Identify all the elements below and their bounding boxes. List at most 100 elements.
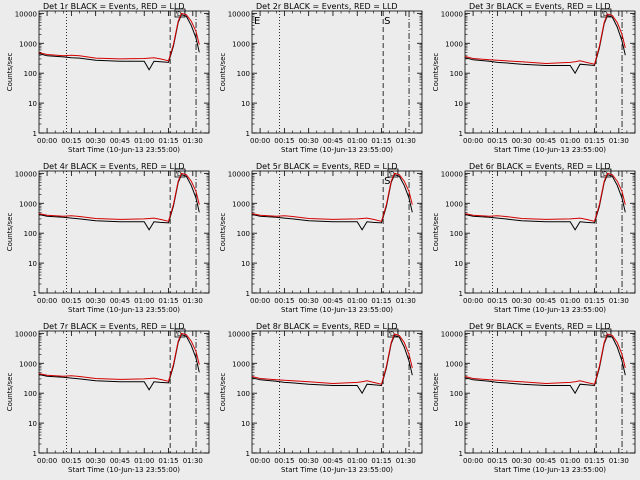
y-tick-label: 100 xyxy=(24,70,37,78)
y-tick-label: 100 xyxy=(450,70,463,78)
x-axis-label: Start Time (10-Jun-13 23:55:00) xyxy=(494,306,606,314)
panel-det-9r: Det 9r BLACK = Events, RED = LLD 1 10 100 10… xyxy=(432,322,636,474)
marker-label-d: D xyxy=(177,331,182,338)
x-tick-label: 01:15 xyxy=(584,137,604,145)
x-tick-label: 00:30 xyxy=(86,457,106,465)
y-tick-label: 1000 xyxy=(232,40,250,48)
plot-frame xyxy=(251,330,423,454)
series-line-events xyxy=(38,174,200,231)
y-tick-label: 100 xyxy=(237,230,250,238)
x-tick-label: 01:00 xyxy=(134,457,154,465)
panel-title: Det 7r BLACK = Events, RED = LLD xyxy=(43,322,185,331)
x-axis-label: Start Time (10-Jun-13 23:55:00) xyxy=(68,466,180,474)
panel-title: Det 4r BLACK = Events, RED = LLD xyxy=(43,162,185,171)
y-tick-label: 10000 xyxy=(228,170,250,178)
series-line-lld xyxy=(38,332,200,382)
x-tick-label: 01:00 xyxy=(560,297,580,305)
panel-det-6r: Det 6r BLACK = Events, RED = LLD 1 10 100 10… xyxy=(432,162,636,314)
marker-label-d: D xyxy=(390,171,395,178)
x-tick-label: 01:00 xyxy=(347,137,367,145)
y-tick-label: 100 xyxy=(24,230,37,238)
x-tick-label: 01:00 xyxy=(347,297,367,305)
marker-label-e: E xyxy=(254,16,260,27)
x-tick-label: 00:30 xyxy=(512,457,532,465)
y-tick-label: 1000 xyxy=(232,200,250,208)
x-tick-label: 01:30 xyxy=(396,457,416,465)
y-tick-label: 10000 xyxy=(15,330,37,338)
x-tick-label: 00:15 xyxy=(61,137,81,145)
y-tick-label: 10 xyxy=(28,100,37,108)
x-tick-label: 01:00 xyxy=(134,297,154,305)
panel-title: Det 6r BLACK = Events, RED = LLD xyxy=(469,162,611,171)
plot-frame xyxy=(464,10,636,134)
x-tick-label: 01:15 xyxy=(158,137,178,145)
x-tick-label: 00:15 xyxy=(274,137,294,145)
x-tick-label: 00:15 xyxy=(487,137,507,145)
y-tick-label: 100 xyxy=(237,390,250,398)
x-tick-label: 01:30 xyxy=(396,137,416,145)
panel-title: Det 9r BLACK = Events, RED = LLD xyxy=(469,322,611,331)
marker-label-d: D xyxy=(177,171,182,178)
y-tick-label: 10 xyxy=(28,260,37,268)
y-tick-label: 1000 xyxy=(445,40,463,48)
x-tick-label: 00:30 xyxy=(299,457,319,465)
plot-frame xyxy=(38,170,210,294)
plot-frame xyxy=(38,330,210,454)
plot-frame xyxy=(251,10,423,134)
y-tick-label: 1000 xyxy=(232,360,250,368)
y-tick-label: 10 xyxy=(454,100,463,108)
series-line-lld xyxy=(464,333,626,385)
x-axis-label: Start Time (10-Jun-13 23:55:00) xyxy=(281,146,393,154)
x-tick-label: 00:00 xyxy=(37,457,57,465)
x-tick-label: 00:45 xyxy=(110,457,130,465)
x-tick-label: 00:30 xyxy=(512,297,532,305)
x-tick-label: 00:00 xyxy=(463,297,483,305)
x-tick-label: 00:45 xyxy=(536,457,556,465)
plot-frame xyxy=(38,10,210,134)
y-tick-label: 10000 xyxy=(441,10,463,18)
x-tick-label: 00:45 xyxy=(110,297,130,305)
x-tick-label: 00:00 xyxy=(37,137,57,145)
x-tick-label: 00:30 xyxy=(299,297,319,305)
series-line-events xyxy=(38,14,200,71)
x-tick-label: 00:45 xyxy=(323,137,343,145)
x-axis-label: Start Time (10-Jun-13 23:55:00) xyxy=(68,146,180,154)
y-tick-label: 100 xyxy=(450,390,463,398)
y-tick-label: 10000 xyxy=(441,330,463,338)
x-tick-label: 00:00 xyxy=(250,457,270,465)
panel-det-4r: Det 4r BLACK = Events, RED = LLD 1 10 100 10… xyxy=(6,162,210,314)
y-tick-label: 10 xyxy=(454,420,463,428)
series-line-lld xyxy=(251,172,413,222)
x-tick-label: 00:15 xyxy=(61,457,81,465)
panel-title: Det 1r BLACK = Events, RED = LLD xyxy=(43,2,185,11)
x-tick-label: 00:15 xyxy=(487,297,507,305)
series-line-lld xyxy=(38,172,200,222)
series-line-events xyxy=(464,14,626,75)
x-tick-label: 01:15 xyxy=(584,457,604,465)
y-tick-label: 10 xyxy=(28,420,37,428)
series-line-events xyxy=(251,334,413,395)
x-tick-label: 00:15 xyxy=(274,297,294,305)
y-tick-label: 1 xyxy=(33,290,37,298)
x-tick-label: 00:00 xyxy=(463,137,483,145)
panel-det-8r: Det 8r BLACK = Events, RED = LLD 1 10 100 10… xyxy=(219,322,423,474)
y-tick-label: 1 xyxy=(246,130,250,138)
y-axis-label: Counts/sec xyxy=(219,53,227,92)
y-tick-label: 10000 xyxy=(441,170,463,178)
y-tick-label: 1 xyxy=(33,450,37,458)
marker-label-d: D xyxy=(177,11,182,18)
panel-title: Det 2r BLACK = Events, RED = LLD xyxy=(256,2,398,11)
plot-frame xyxy=(464,170,636,294)
y-axis-label: Counts/sec xyxy=(432,53,440,92)
panel-det-3r: Det 3r BLACK = Events, RED = LLD 1 10 100 10… xyxy=(432,2,636,154)
y-tick-label: 10 xyxy=(241,100,250,108)
x-tick-label: 00:00 xyxy=(37,297,57,305)
marker-label-d: D xyxy=(603,331,608,338)
y-tick-label: 100 xyxy=(24,390,37,398)
series-line-lld xyxy=(464,172,626,222)
x-tick-label: 01:30 xyxy=(396,297,416,305)
y-tick-label: 10000 xyxy=(15,170,37,178)
y-tick-label: 1000 xyxy=(445,200,463,208)
panel-det-5r: Det 5r BLACK = Events, RED = LLD 1 10 100 10… xyxy=(219,162,423,314)
